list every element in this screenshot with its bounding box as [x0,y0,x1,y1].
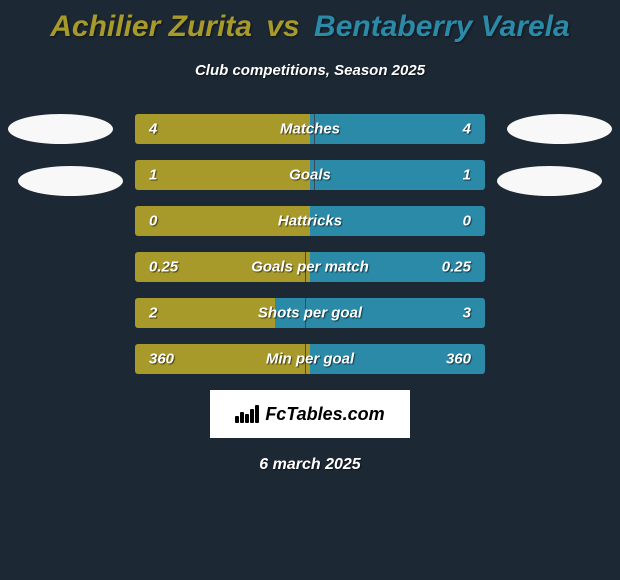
bar-chart-icon [235,405,259,423]
page-title: Achilier Zurita vs Bentaberry Varela [0,0,620,44]
stat-value-right: 0 [463,213,471,230]
stat-rows: 4 4 Matches 1 1 Goals 0 0 Hattricks 0.25 0.25 Goals… [135,114,485,374]
bar-left [135,160,310,190]
stat-label: Goals per match [251,259,369,276]
stat-value-left: 0 [149,213,157,230]
stat-row: 4 4 Matches [135,114,485,144]
stat-value-right: 1 [463,167,471,184]
stat-label: Matches [280,121,340,138]
stat-label: Shots per goal [258,305,362,322]
stat-row: 0 0 Hattricks [135,206,485,236]
stat-value-right: 3 [463,305,471,322]
stat-row: 360 360 Min per goal [135,344,485,374]
stat-value-left: 4 [149,121,157,138]
bar-right [310,160,485,190]
subtitle: Club competitions, Season 2025 [0,62,620,79]
player2-oval-bottom [497,166,602,196]
stat-value-left: 2 [149,305,157,322]
stat-label: Goals [289,167,331,184]
chart-area: 4 4 Matches 1 1 Goals 0 0 Hattricks 0.25 0.25 Goals… [0,114,620,374]
logo-text: FcTables.com [265,404,384,425]
player1-oval-top [8,114,113,144]
stat-value-left: 0.25 [149,259,178,276]
stat-label: Hattricks [278,213,342,230]
stat-value-right: 0.25 [442,259,471,276]
stat-value-left: 1 [149,167,157,184]
player1-name: Achilier Zurita [50,10,252,43]
stat-row: 1 1 Goals [135,160,485,190]
stat-row: 2 3 Shots per goal [135,298,485,328]
stat-row: 0.25 0.25 Goals per match [135,252,485,282]
player2-oval-top [507,114,612,144]
stat-value-right: 360 [446,351,471,368]
player2-name: Bentaberry Varela [314,10,570,43]
date-label: 6 march 2025 [0,456,620,474]
stat-label: Min per goal [266,351,354,368]
logo-box[interactable]: FcTables.com [210,390,410,438]
vs-text: vs [266,10,299,43]
stat-value-right: 4 [463,121,471,138]
stat-value-left: 360 [149,351,174,368]
player1-oval-bottom [18,166,123,196]
